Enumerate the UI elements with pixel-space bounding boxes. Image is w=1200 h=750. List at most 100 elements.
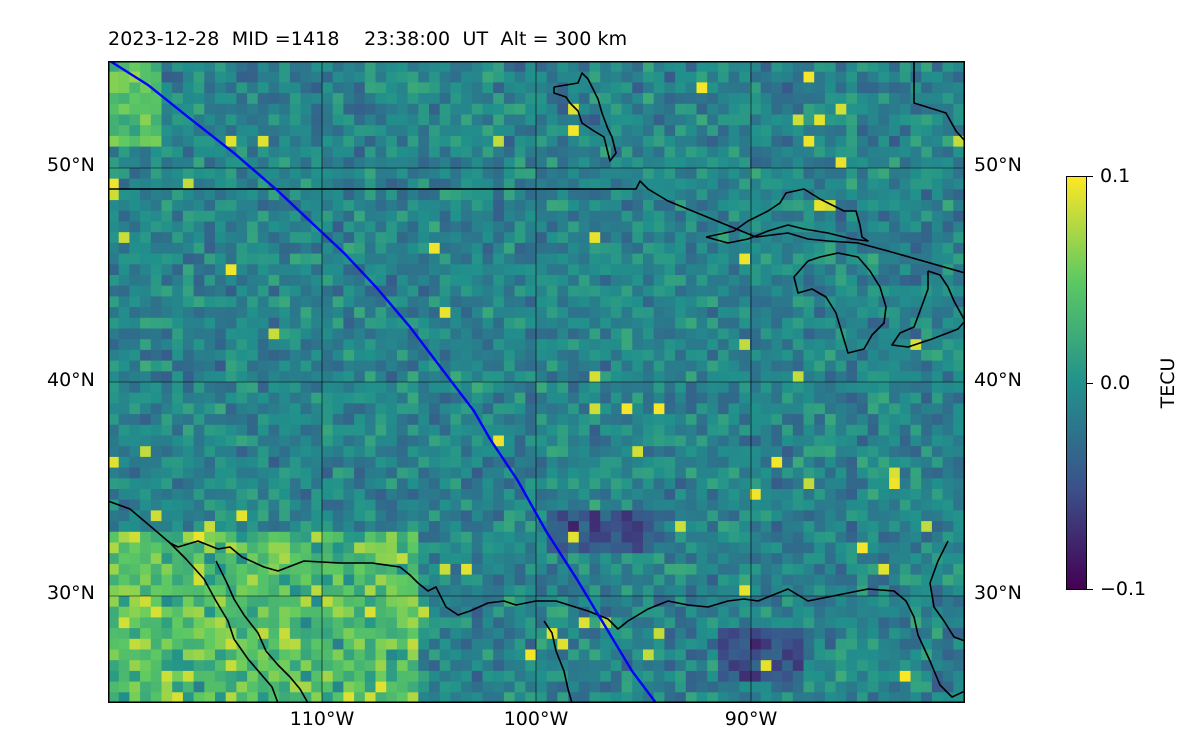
tec-pixel (760, 628, 772, 640)
tec-pixel (150, 253, 163, 265)
tec-pixel (322, 103, 334, 116)
tec-pixel (418, 157, 430, 169)
tec-pixel (247, 168, 259, 180)
tec-pixel (140, 82, 152, 94)
tec-pixel (568, 71, 580, 83)
tec-pixel (268, 435, 280, 447)
tec-pixel (824, 596, 837, 608)
tec-pixel (204, 371, 216, 383)
tec-pixel (578, 339, 591, 351)
tec-pixel (835, 596, 847, 608)
tec-pixel (728, 596, 740, 608)
tec-pixel (322, 435, 334, 447)
tec-pixel (300, 189, 312, 201)
tec-pixel (482, 596, 494, 608)
tec-pixel (118, 531, 130, 544)
tec-pixel (600, 660, 612, 672)
tec-pixel (803, 617, 815, 629)
lake-huron-erie (891, 270, 965, 348)
tec-pixel (814, 242, 826, 255)
tec-pixel (257, 82, 270, 94)
tec-pixel (364, 168, 377, 180)
tec-pixel (471, 478, 484, 490)
tec-pixel (161, 253, 173, 265)
tec-pixel (471, 317, 484, 330)
tec-pixel (675, 189, 687, 201)
tec-pixel (707, 628, 719, 640)
tec-pixel (942, 617, 954, 629)
tec-pixel (439, 628, 451, 640)
tec-pixel (471, 585, 484, 597)
tec-pixel (429, 542, 441, 554)
tec-pixel (675, 93, 687, 105)
tec-pixel (878, 382, 890, 394)
tec-pixel (717, 349, 730, 362)
tec-pixel (824, 307, 837, 319)
tec-pixel (921, 435, 933, 447)
tec-pixel (675, 531, 687, 544)
tec-pixel (161, 242, 173, 255)
tec-pixel (439, 178, 451, 190)
tec-pixel (643, 392, 655, 404)
tec-pixel (696, 210, 708, 223)
tec-pixel (108, 189, 120, 201)
tec-pixel (942, 317, 954, 330)
tec-pixel (685, 135, 698, 148)
tec-pixel (161, 135, 173, 148)
tec-pixel (118, 638, 130, 651)
tec-pixel (910, 307, 922, 319)
tec-pixel (600, 446, 612, 458)
tec-pixel (332, 638, 344, 651)
tec-pixel (386, 542, 398, 554)
tec-pixel (910, 275, 922, 287)
tec-pixel (782, 510, 794, 522)
tec-pixel (172, 563, 184, 576)
tec-pixel (685, 71, 698, 83)
tec-pixel (439, 61, 451, 73)
tec-pixel (536, 456, 548, 469)
tec-pixel (268, 649, 280, 661)
tec-pixel (225, 606, 237, 618)
tec-pixel (172, 446, 184, 458)
tec-pixel (279, 692, 291, 703)
tec-pixel (193, 499, 205, 511)
tec-pixel (536, 521, 548, 533)
tec-pixel (739, 93, 751, 105)
tec-pixel (108, 606, 120, 618)
coastlines (108, 61, 965, 703)
tec-pixel (814, 221, 826, 233)
tec-pixel (225, 617, 237, 629)
tec-pixel (536, 146, 548, 158)
tec-pixel (867, 61, 879, 73)
tec-pixel (343, 371, 355, 383)
tec-pixel (161, 521, 173, 533)
tec-pixel (289, 168, 302, 180)
tec-pixel (247, 628, 259, 640)
tec-pixel (771, 606, 783, 618)
tec-pixel (878, 168, 890, 180)
tec-pixel (429, 125, 441, 137)
tec-pixel (750, 456, 762, 469)
tec-pixel (215, 275, 227, 287)
tec-pixel (129, 296, 141, 308)
tec-pixel (846, 681, 858, 693)
tec-pixel (493, 253, 505, 265)
tec-pixel (108, 349, 120, 362)
tec-pixel (600, 542, 612, 554)
tec-pixel (824, 456, 837, 469)
tec-pixel (257, 168, 270, 180)
tec-pixel (343, 649, 355, 661)
tec-pixel (675, 157, 687, 169)
tec-pixel (557, 649, 569, 661)
tec-pixel (322, 499, 334, 511)
tec-pixel (204, 596, 216, 608)
title-mid: MID =1418 (231, 28, 340, 50)
tec-pixel (889, 606, 901, 618)
tec-pixel (386, 424, 398, 437)
tec-pixel (108, 135, 120, 148)
tec-pixel (814, 93, 826, 105)
tec-pixel (418, 168, 430, 180)
map-plot[interactable] (108, 61, 965, 703)
tec-pixel (857, 371, 869, 383)
tec-pixel (450, 307, 462, 319)
